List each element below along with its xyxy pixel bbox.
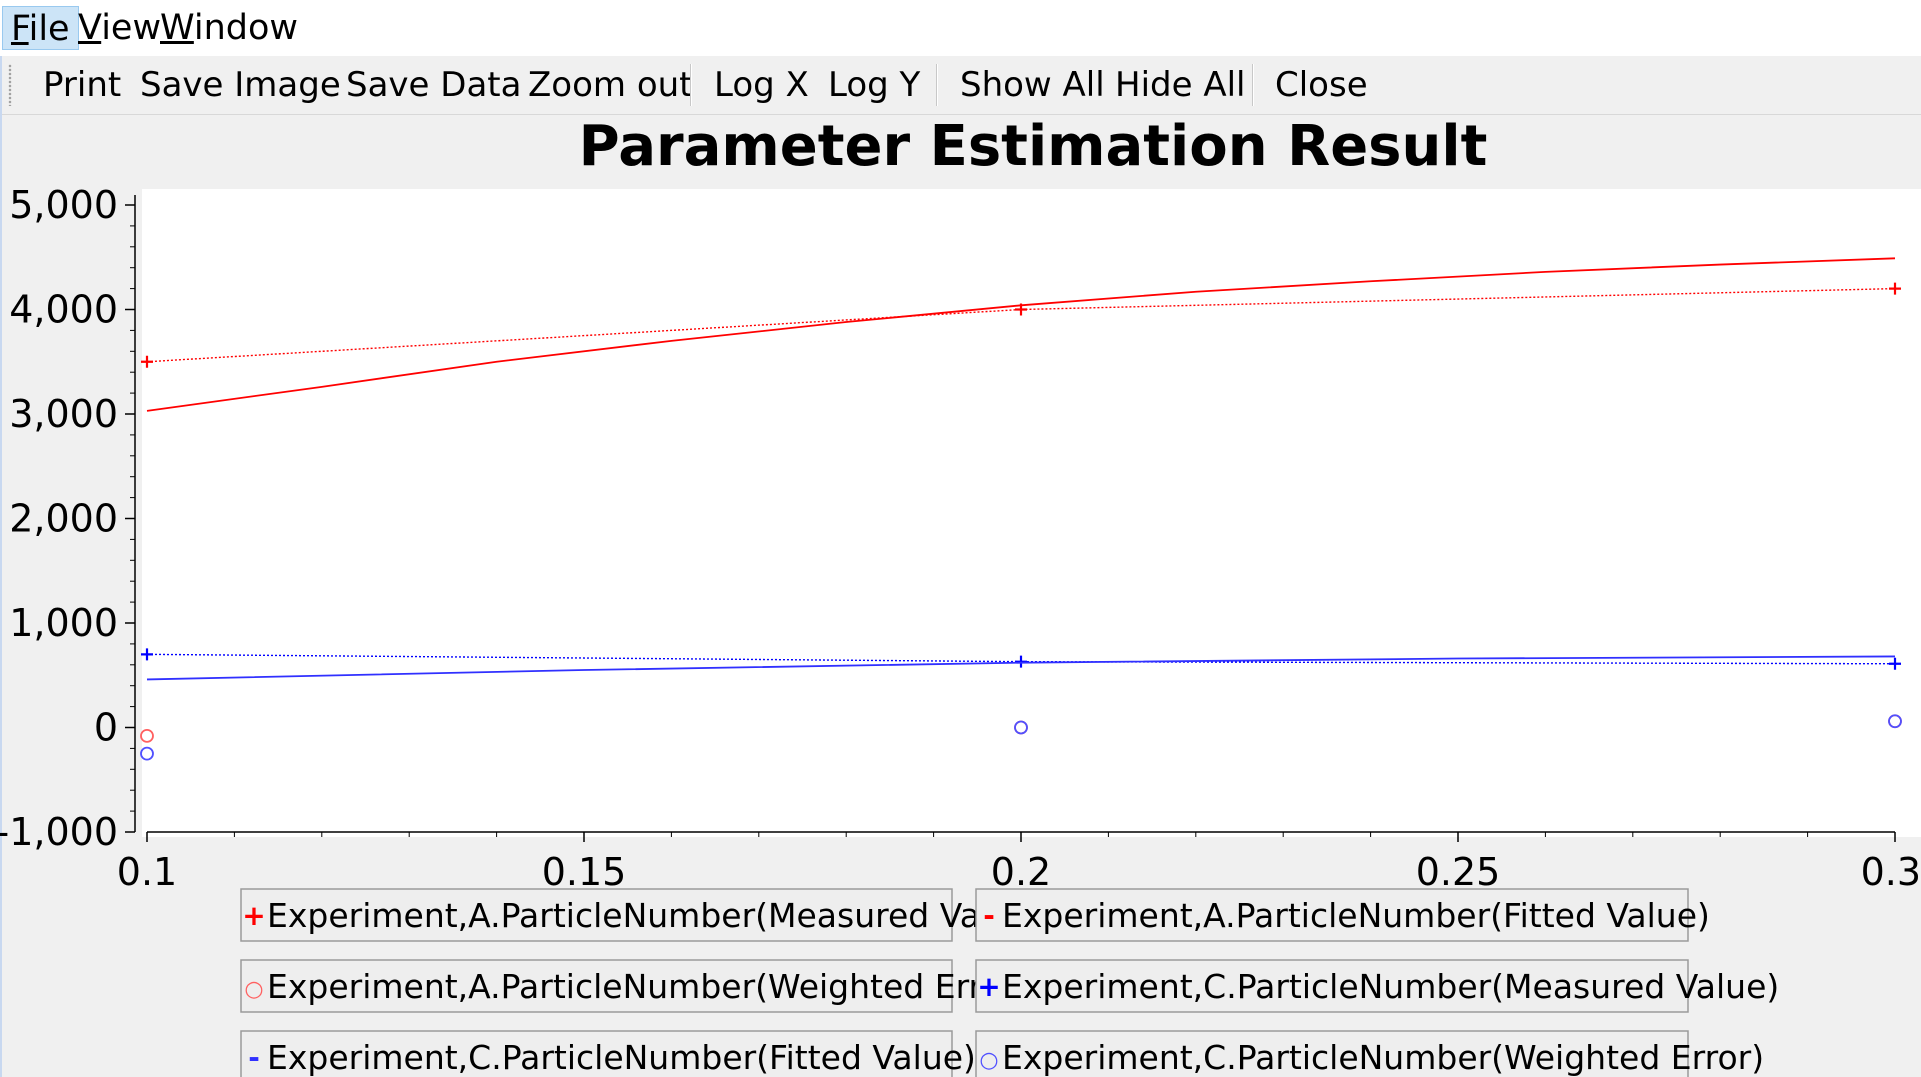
legend-item xyxy=(975,959,1689,1013)
legend-label: Experiment,A.ParticleNumber(Weighted Err… xyxy=(267,967,1028,1006)
log-x-button[interactable]: Log X xyxy=(714,65,809,105)
series-3-line xyxy=(146,653,1896,665)
series-4-line xyxy=(146,655,1896,681)
toolbar-separator xyxy=(936,64,938,106)
menu-bar: File View Window xyxy=(0,0,1921,56)
zoom-out-button[interactable]: Zoom out xyxy=(528,65,693,105)
data-point-plus xyxy=(1889,282,1901,295)
legend-label: Experiment,A.ParticleNumber(Fitted Value… xyxy=(1002,896,1710,935)
toolbar-separator xyxy=(1252,64,1254,106)
save-image-button[interactable]: Save Image xyxy=(140,65,341,105)
print-button[interactable]: Print xyxy=(43,65,122,105)
y-tick-label: 2,000 xyxy=(9,497,118,541)
data-point-circle xyxy=(140,728,154,743)
log-y-button[interactable]: Log Y xyxy=(828,65,921,105)
y-tick-label: -1,000 xyxy=(0,810,118,854)
menu-file-label: ile xyxy=(28,9,70,49)
legend-item xyxy=(975,888,1689,942)
x-tick-label: 0.1 xyxy=(117,850,177,894)
legend-item xyxy=(240,1030,953,1077)
legend-symbol: + xyxy=(977,970,1000,1003)
legend: + Experiment,A.ParticleNumber(Measured Va… xyxy=(240,888,1779,1077)
legend-item xyxy=(240,959,953,1013)
data-point-plus xyxy=(1015,655,1027,668)
legend-label: Experiment,C.ParticleNumber(Measured Val… xyxy=(1002,967,1779,1006)
menu-file[interactable]: File xyxy=(2,6,79,50)
toolbar: Print Save Image Save Data Zoom out Log … xyxy=(0,56,1921,115)
menu-view-mnemonic: V xyxy=(78,8,102,48)
series-1-line xyxy=(146,257,1896,412)
legend-label: Experiment,C.ParticleNumber(Fitted Value… xyxy=(267,1038,976,1077)
save-data-button[interactable]: Save Data xyxy=(346,65,522,105)
toolbar-grip[interactable] xyxy=(8,64,12,106)
show-all-button[interactable]: Show All xyxy=(960,65,1105,105)
legend-label: Experiment,A.ParticleNumber(Measured Val… xyxy=(267,896,1043,935)
legend-item xyxy=(240,888,953,942)
legend-item xyxy=(975,1030,1689,1077)
hide-all-button[interactable]: Hide All xyxy=(1115,65,1246,105)
data-point-circle xyxy=(140,746,154,761)
y-tick-label: 3,000 xyxy=(9,392,118,436)
y-tick-label: 1,000 xyxy=(9,601,118,645)
menu-view[interactable]: View xyxy=(70,6,169,50)
data-point-circle xyxy=(1014,720,1028,735)
x-tick-label: 0.15 xyxy=(542,850,627,894)
data-point-plus xyxy=(141,648,153,661)
legend-symbol: ○ xyxy=(979,1048,998,1073)
toolbar-separator xyxy=(690,64,692,106)
menu-file-mnemonic: F xyxy=(11,9,29,49)
menu-view-label: iew xyxy=(101,8,162,48)
plot-background xyxy=(142,189,1921,837)
y-tick-label: 4,000 xyxy=(9,288,118,332)
x-tick-label: 0.25 xyxy=(1416,850,1501,894)
data-point-plus xyxy=(141,355,153,368)
menu-window[interactable]: Window xyxy=(152,6,306,50)
menu-window-mnemonic: W xyxy=(160,8,194,48)
legend-symbol: ○ xyxy=(244,977,263,1002)
y-tick-label: 5,000 xyxy=(9,183,118,227)
data-point-circle xyxy=(1888,714,1902,729)
window-edge xyxy=(0,56,2,1077)
y-tick-label: 0 xyxy=(94,706,118,750)
x-tick-label: 0.3 xyxy=(1861,850,1921,894)
legend-symbol: - xyxy=(983,899,995,932)
chart-svg: Parameter Estimation Result 5,000 4,000 3,… xyxy=(0,115,1921,1077)
x-tick-label: 0.2 xyxy=(991,850,1051,894)
close-button[interactable]: Close xyxy=(1275,65,1368,105)
data-point-plus xyxy=(1889,657,1901,670)
legend-symbol: + xyxy=(242,899,265,932)
chart-area: Parameter Estimation Result 5,000 4,000 3,… xyxy=(0,115,1921,1077)
menu-window-label: indow xyxy=(193,8,299,48)
legend-symbol: - xyxy=(248,1041,260,1074)
chart-title: Parameter Estimation Result xyxy=(579,115,1488,179)
legend-label: Experiment,C.ParticleNumber(Weighted Err… xyxy=(1002,1038,1764,1077)
